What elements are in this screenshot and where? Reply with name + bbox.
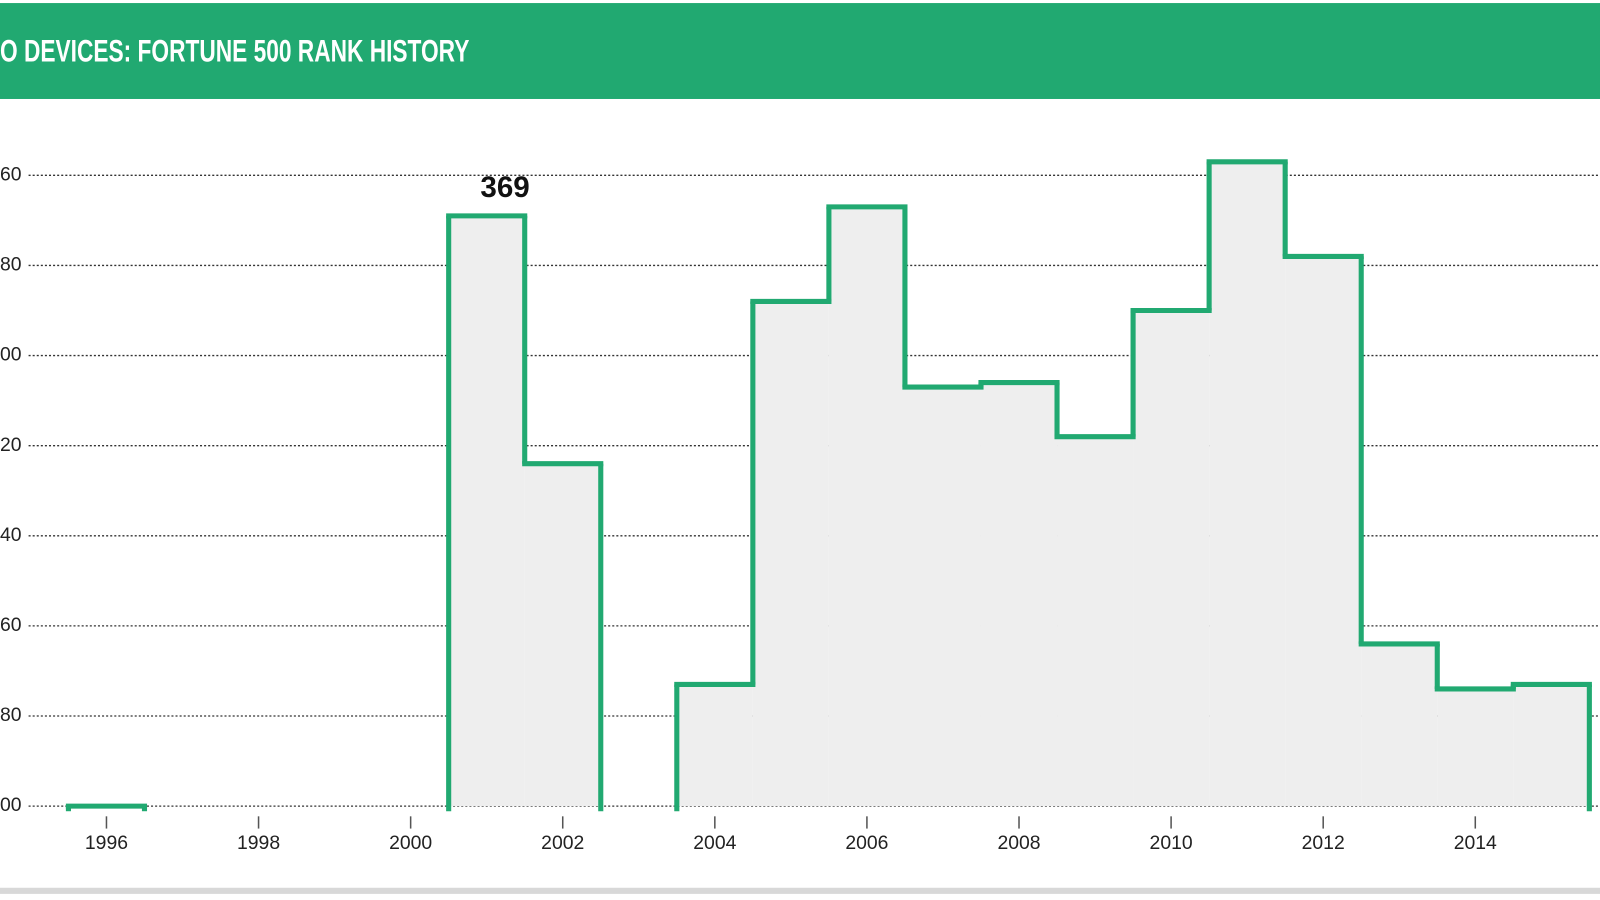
chart-title: O DEVICES: FORTUNE 500 RANK HISTORY <box>0 32 469 68</box>
x-tick-label: 1996 <box>85 832 128 854</box>
step-area <box>1209 161 1286 807</box>
x-tick-label: 2010 <box>1150 832 1193 854</box>
header-band <box>0 3 1600 99</box>
y-tick-label: 20 <box>0 434 22 456</box>
step-area <box>524 463 601 807</box>
x-tick-label: 2002 <box>541 832 584 854</box>
y-tick-label: 60 <box>0 163 22 185</box>
bottom-border <box>0 887 1600 894</box>
step-area <box>676 684 753 807</box>
step-area <box>1133 310 1210 807</box>
step-area <box>448 215 525 807</box>
step-area <box>1513 684 1590 807</box>
x-tick-label: 2004 <box>693 832 736 854</box>
y-tick-label: 80 <box>0 704 22 726</box>
step-area <box>1285 256 1362 807</box>
step-area <box>752 301 829 807</box>
step-area <box>1057 436 1134 807</box>
y-tick-label: 60 <box>0 614 22 636</box>
annotation: 369 <box>480 171 529 204</box>
y-tick-label: 00 <box>0 344 22 366</box>
x-tick-label: 2000 <box>389 832 432 854</box>
x-tick-label: 2012 <box>1302 832 1345 854</box>
x-tick-label: 2014 <box>1454 832 1497 854</box>
y-tick-label: 40 <box>0 524 22 546</box>
x-tick-label: 1998 <box>237 832 280 854</box>
step-area <box>1361 643 1438 807</box>
y-tick-label: 00 <box>0 794 22 816</box>
step-area <box>828 206 905 807</box>
step-area <box>904 387 981 807</box>
y-tick-label: 80 <box>0 254 22 276</box>
step-area <box>1437 688 1514 807</box>
x-tick-label: 2008 <box>997 832 1040 854</box>
step-area <box>980 382 1058 807</box>
x-tick-label: 2006 <box>845 832 888 854</box>
